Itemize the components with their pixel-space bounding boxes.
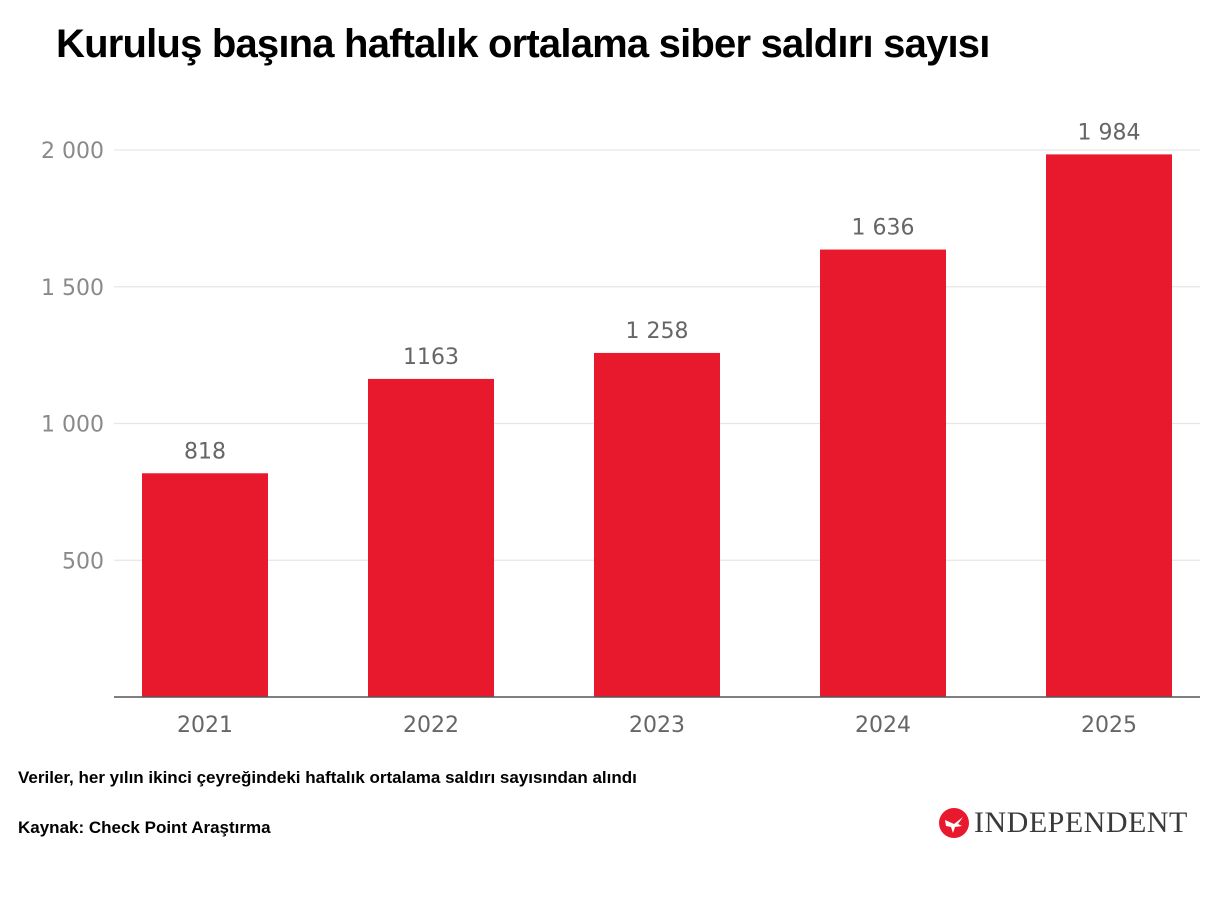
data-label-2024: 1 636 <box>852 216 915 241</box>
data-label-2022: 1163 <box>403 345 459 370</box>
eagle-icon <box>939 808 969 838</box>
data-note: Veriler, her yılın ikinci çeyreğindeki h… <box>18 768 637 787</box>
y-tick-label: 1 000 <box>41 413 104 438</box>
data-label-2021: 818 <box>184 439 226 464</box>
independent-logo: INDEPENDENT <box>938 806 1188 840</box>
bar-2024 <box>820 249 946 697</box>
bar-2023 <box>594 352 720 697</box>
x-tick-label-2022: 2022 <box>403 713 459 738</box>
source-credit: Kaynak: Check Point Araştırma <box>18 818 271 837</box>
x-tick-label-2021: 2021 <box>177 713 233 738</box>
y-tick-label: 2 000 <box>41 139 104 164</box>
y-tick-label: 1 500 <box>41 276 104 301</box>
x-axis-ticks: 2021 2022 2023 2024 2025 <box>177 713 1137 738</box>
bar-2022 <box>368 378 494 697</box>
bar-2021 <box>142 473 268 697</box>
data-labels: 818 1163 1 258 1 636 1 984 <box>184 120 1140 464</box>
bar-chart: 500 1 000 1 500 2 000 818 1163 1 258 1 636 1 98… <box>41 120 1200 738</box>
data-label-2025: 1 984 <box>1078 120 1141 145</box>
data-label-2023: 1 258 <box>626 319 689 344</box>
bars <box>142 154 1172 698</box>
x-tick-label-2024: 2024 <box>855 713 911 738</box>
x-tick-label-2023: 2023 <box>629 713 685 738</box>
x-tick-label-2025: 2025 <box>1081 713 1137 738</box>
logo-wordmark: INDEPENDENT <box>974 806 1188 839</box>
chart-title: Kuruluş başına haftalık ortalama siber s… <box>56 22 990 66</box>
bar-2025 <box>1046 154 1172 698</box>
y-axis-ticks: 500 1 000 1 500 2 000 <box>41 139 104 574</box>
y-tick-label: 500 <box>62 549 104 574</box>
